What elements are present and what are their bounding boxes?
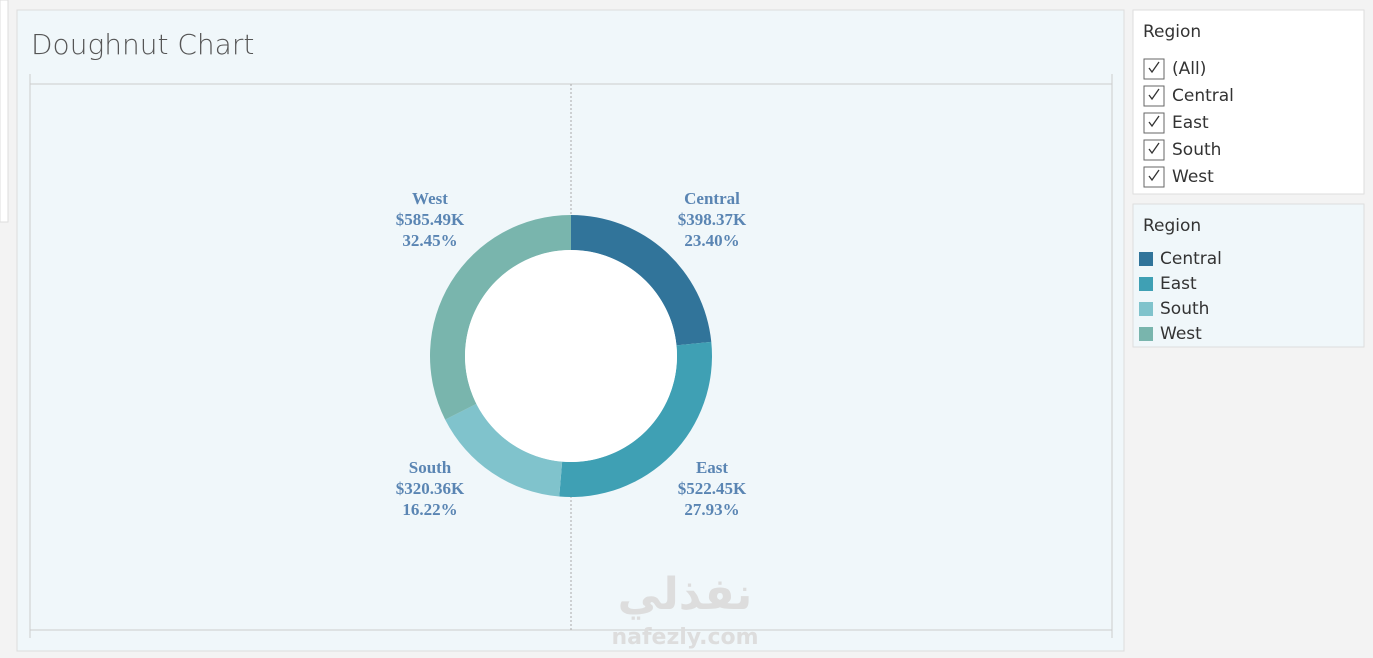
checkmark — [1148, 169, 1160, 182]
doughnut-segment — [571, 215, 712, 346]
filter-option[interactable]: South — [1172, 140, 1221, 160]
checkmark — [1148, 88, 1160, 101]
legend-swatch — [1139, 252, 1153, 266]
segment-sales: $320.36K — [396, 479, 465, 498]
filter-option[interactable]: East — [1172, 113, 1209, 133]
doughnut-hole — [465, 250, 677, 462]
legend-swatch — [1139, 277, 1153, 291]
legend-entry[interactable]: Central — [1160, 249, 1222, 269]
legend-entry[interactable]: West — [1160, 324, 1202, 344]
segment-sales: $398.37K — [678, 210, 747, 229]
filter-title: Region — [1143, 22, 1201, 42]
filter-option[interactable]: (All) — [1172, 59, 1206, 79]
filter-list: (All) Central East South West — [1143, 58, 1234, 188]
segment-label: East — [696, 458, 728, 477]
legend-swatch — [1139, 302, 1153, 316]
legend-swatch — [1139, 327, 1153, 341]
checkmark — [1148, 115, 1160, 128]
segment-sales: $522.45K — [678, 479, 747, 498]
legend-entry[interactable]: East — [1160, 274, 1197, 294]
doughnut-segment — [559, 341, 712, 498]
segment-sales: $585.49K — [396, 210, 465, 229]
labels: Central $398.37K 23.40% East $522.45K 27.93% S… — [396, 189, 747, 519]
legend-panel — [1132, 203, 1365, 348]
doughnut-segment — [445, 403, 563, 497]
segment-percent: 16.22% — [402, 500, 457, 519]
segment-percent: 27.93% — [684, 500, 739, 519]
segment-percent: 23.40% — [684, 231, 739, 250]
legend-title: Region — [1143, 216, 1201, 236]
filter-option[interactable]: Central — [1172, 86, 1234, 106]
side-strip — [0, 0, 9, 223]
filter-panel — [1132, 9, 1365, 195]
segment-percent: 32.45% — [402, 231, 457, 250]
segment-label: West — [412, 189, 448, 208]
checkmark — [1148, 61, 1160, 74]
segment-label: Central — [684, 189, 740, 208]
chart-title: Doughnut Chart — [31, 28, 254, 61]
checkmark — [1148, 142, 1160, 155]
watermark: نفذلي — [618, 569, 753, 620]
legend: Central East South West — [1139, 249, 1222, 344]
filter-option[interactable]: West — [1172, 167, 1214, 187]
watermark: nafezly.com — [611, 625, 758, 650]
legend-entry[interactable]: South — [1160, 299, 1209, 319]
doughnut-segment — [429, 215, 571, 420]
donut — [429, 215, 712, 498]
segment-label: South — [409, 458, 452, 477]
